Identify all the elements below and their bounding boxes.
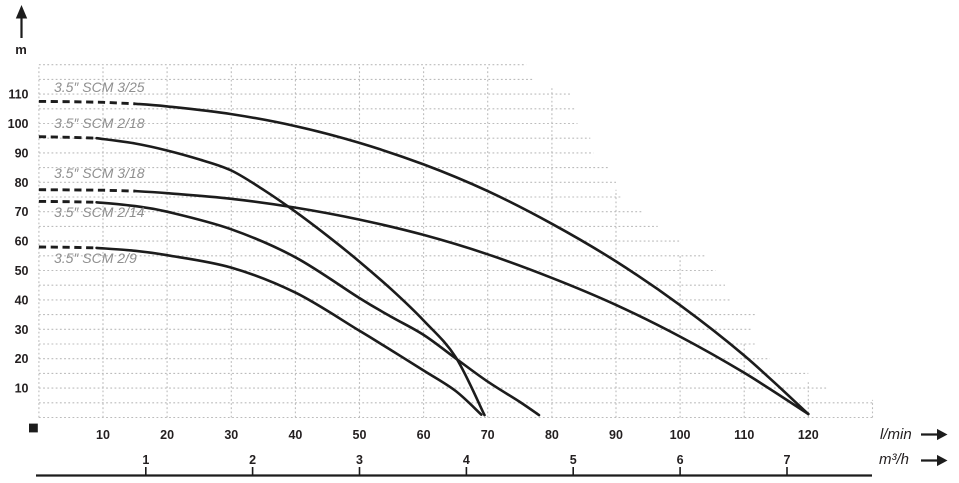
curve-label-scm-3-18: 3.5″ SCM 3/18 [54, 165, 145, 181]
lmin-tick-label: 60 [417, 428, 431, 442]
curve-dashed-scm-3-18 [38, 188, 136, 193]
lmin-axis-unit-label: l/min [880, 426, 912, 443]
m3h-tick-label: 7 [784, 453, 791, 467]
y-tick-label: 90 [15, 146, 29, 160]
m3h-tick-label: 2 [249, 453, 256, 467]
curve-label-scm-3-25: 3.5″ SCM 3/25 [54, 79, 145, 95]
lmin-tick-label: 40 [288, 428, 302, 442]
lmin-tick-label: 30 [224, 428, 238, 442]
m3h-tick-label: 6 [677, 453, 684, 467]
up-arrow-head [15, 5, 28, 19]
lmin-tick-label: 20 [160, 428, 174, 442]
m3h-tick-label: 3 [356, 453, 363, 467]
lmin-right-arrow-icon [921, 428, 948, 441]
y-tick-label: 110 [8, 88, 28, 102]
curve-dashed-scm-2-18 [38, 135, 97, 140]
m3h-axis-unit-label: m³/h [879, 451, 909, 468]
y-tick-label: 10 [15, 382, 29, 396]
curve-scm-2-18 [95, 136, 486, 417]
m3h-right-arrow-icon [921, 454, 948, 467]
lmin-tick-label: 120 [798, 428, 819, 442]
m3h-tick-label: 1 [142, 453, 149, 467]
lmin-tick-label: 70 [481, 428, 495, 442]
y-tick-label: 80 [15, 176, 29, 190]
y-tick-label: 30 [15, 323, 29, 337]
y-axis-ticks: 10 20 30 40 50 60 70 80 90 100 110 [8, 88, 29, 396]
curve-label-scm-2-9: 3.5″ SCM 2/9 [54, 250, 137, 266]
lmin-tick-label: 10 [96, 428, 110, 442]
lmin-right-arrow-icon-head [937, 428, 948, 441]
curve-scm-3-18 [133, 189, 810, 416]
y-tick-label: 50 [15, 264, 29, 278]
y-axis-unit-label: m [15, 42, 27, 57]
curve-scm-2-9 [95, 246, 483, 416]
curve-dashed-scm-3-25 [38, 99, 136, 106]
up-arrow-icon [15, 5, 28, 38]
grid [38, 64, 874, 419]
curve-label-scm-2-14: 3.5″ SCM 2/14 [54, 204, 145, 220]
curve-scm-3-25 [133, 102, 810, 416]
m3h-axis-ticks: 1 2 3 4 5 6 7 [142, 453, 790, 467]
m3h-tick-label: 4 [463, 453, 470, 467]
curves [38, 99, 810, 417]
lmin-tick-label: 50 [353, 428, 367, 442]
lmin-axis-ticks: 10 20 30 40 50 60 70 80 90 100 110 120 [96, 428, 819, 442]
y-tick-label: 100 [8, 117, 29, 131]
lmin-tick-label: 110 [734, 428, 754, 442]
curve-dashed-scm-2-9 [38, 245, 97, 250]
curve-scm-2-14 [95, 201, 541, 417]
origin-marker-square [29, 423, 38, 433]
curve-label-scm-2-18: 3.5″ SCM 2/18 [54, 115, 145, 131]
y-tick-label: 60 [15, 235, 29, 249]
lmin-tick-label: 100 [670, 428, 691, 442]
curve-dashed-scm-2-14 [38, 199, 97, 204]
y-tick-label: 40 [15, 293, 29, 307]
lmin-tick-label: 80 [545, 428, 559, 442]
y-tick-label: 20 [15, 352, 29, 366]
y-tick-label: 70 [15, 205, 29, 219]
m3h-tick-label: 5 [570, 453, 577, 467]
lmin-tick-label: 90 [609, 428, 623, 442]
m3h-right-arrow-icon-head [937, 454, 948, 467]
